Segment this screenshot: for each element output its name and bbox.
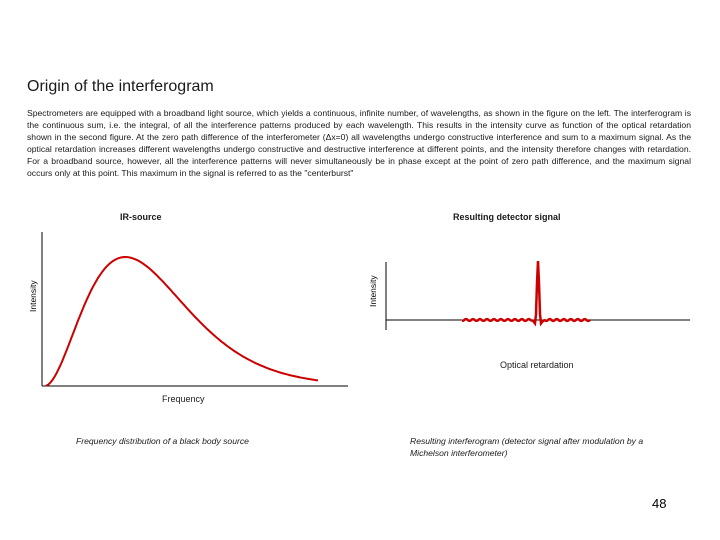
- blackbody-curve: [45, 255, 319, 387]
- left-figure-caption: Frequency distribution of a black body s…: [76, 436, 249, 446]
- interferogram-curve: [462, 260, 591, 327]
- slide-title: Origin of the interferogram: [27, 78, 214, 95]
- page-number: 48: [652, 496, 667, 511]
- right-figure-xlabel: Optical retardation: [500, 360, 574, 370]
- left-figure-xlabel: Frequency: [162, 394, 205, 404]
- body-paragraph: Spectrometers are equipped with a broadb…: [27, 108, 691, 179]
- left-figure-title: IR-source: [120, 212, 162, 222]
- right-figure-title: Resulting detector signal: [453, 212, 561, 222]
- right-figure-caption: Resulting interferogram (detector signal…: [410, 436, 644, 458]
